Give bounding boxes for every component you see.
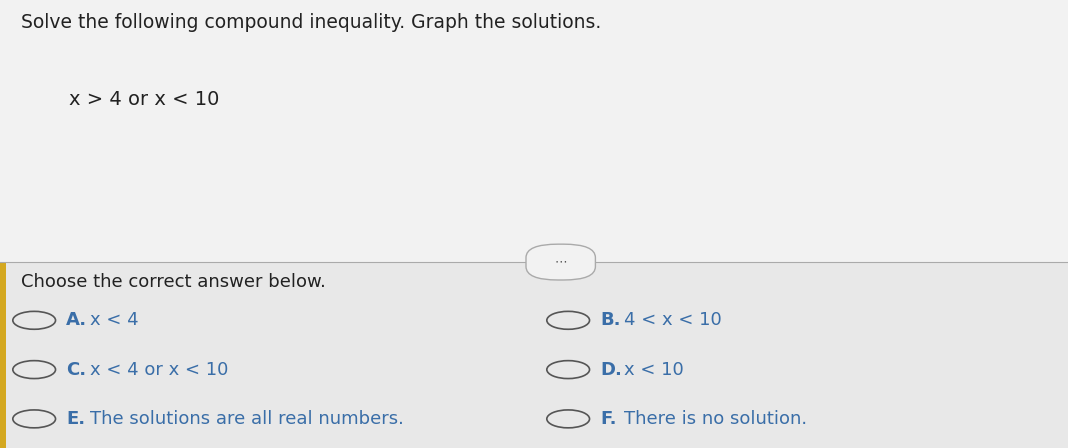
Text: x < 4 or x < 10: x < 4 or x < 10 bbox=[90, 361, 229, 379]
Text: ⋯: ⋯ bbox=[554, 255, 567, 269]
FancyBboxPatch shape bbox=[525, 244, 596, 280]
Text: B.: B. bbox=[600, 311, 621, 329]
Text: A.: A. bbox=[66, 311, 88, 329]
Text: F.: F. bbox=[600, 410, 616, 428]
Text: E.: E. bbox=[66, 410, 85, 428]
Text: D.: D. bbox=[600, 361, 622, 379]
Text: Solve the following compound inequality. Graph the solutions.: Solve the following compound inequality.… bbox=[21, 13, 601, 32]
Text: C.: C. bbox=[66, 361, 87, 379]
Text: The solutions are all real numbers.: The solutions are all real numbers. bbox=[90, 410, 404, 428]
Text: x < 4: x < 4 bbox=[90, 311, 139, 329]
Text: There is no solution.: There is no solution. bbox=[624, 410, 806, 428]
Text: Choose the correct answer below.: Choose the correct answer below. bbox=[21, 273, 326, 291]
Text: x < 10: x < 10 bbox=[624, 361, 684, 379]
FancyBboxPatch shape bbox=[0, 262, 1068, 448]
FancyBboxPatch shape bbox=[0, 0, 1068, 262]
Text: 4 < x < 10: 4 < x < 10 bbox=[624, 311, 722, 329]
Text: x > 4 or x < 10: x > 4 or x < 10 bbox=[69, 90, 220, 108]
FancyBboxPatch shape bbox=[0, 262, 6, 448]
